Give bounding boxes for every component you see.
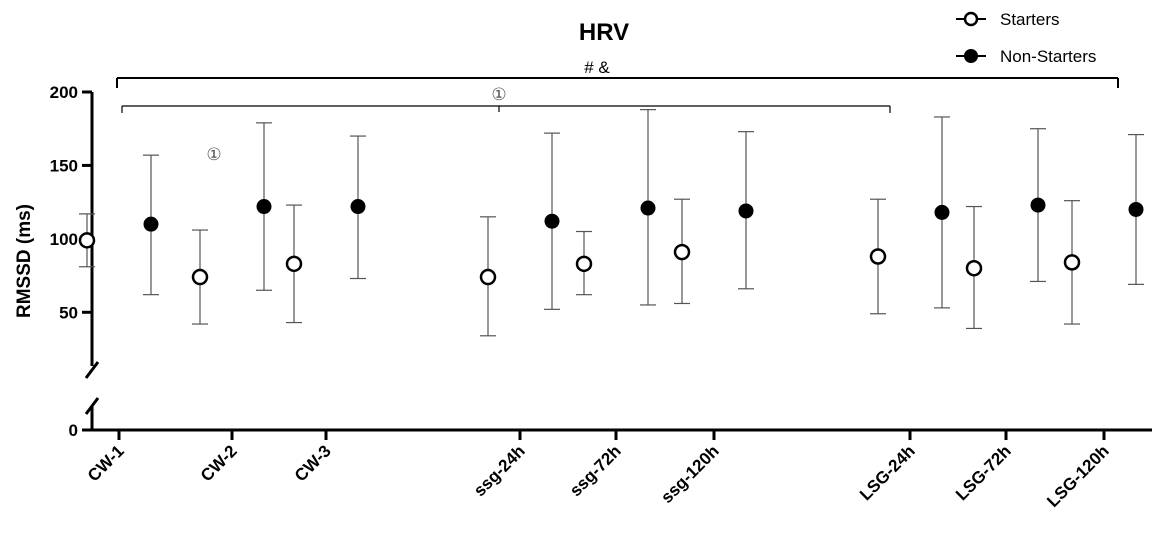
legend-item-starters: Starters [956, 10, 1060, 29]
point-non-starters [934, 204, 950, 220]
y-tick-label: 0 [69, 421, 78, 440]
bracket-inner-label: ① [491, 85, 506, 105]
point-starters [285, 255, 303, 273]
point-starters [575, 255, 593, 273]
x-tick-label: CW-1 [84, 441, 128, 485]
x-tick-label: ssg-120h [657, 441, 723, 507]
point-non-starters [1128, 201, 1144, 217]
bracket-outer-label: # & [584, 58, 610, 77]
x-tick-label: CW-3 [291, 441, 335, 485]
point-starters [78, 232, 96, 249]
point-starters [1063, 254, 1081, 271]
point-starters [965, 259, 983, 277]
cw2-annotation-label: ① [206, 145, 221, 165]
point-non-starters [738, 203, 754, 219]
y-tick-label: 100 [50, 230, 78, 249]
x-tick-label: ssg-24h [470, 441, 529, 500]
x-tick-label: LSG-24h [856, 441, 919, 504]
point-starters [191, 268, 209, 286]
legend-label-non-starters: Non-Starters [1000, 47, 1096, 66]
point-non-starters [544, 213, 560, 229]
chart-title: HRV [579, 19, 629, 46]
y-tick-label: 200 [50, 83, 78, 102]
y-tick-label: 50 [59, 303, 78, 322]
data-marks [78, 109, 1144, 337]
point-starters [479, 268, 497, 286]
x-tick-label: LSG-120h [1043, 441, 1113, 511]
point-non-starters [1030, 197, 1046, 213]
x-tick-label: CW-2 [197, 441, 241, 485]
point-non-starters [350, 199, 366, 215]
y-axis-break-mark-upper [84, 361, 100, 379]
point-non-starters [640, 200, 656, 216]
point-starters [869, 248, 887, 265]
legend-item-non-starters: Non-Starters [956, 47, 1096, 66]
x-tick-label: LSG-72h [952, 441, 1015, 504]
legend-marker-starters [963, 11, 979, 27]
axes: 0 50 100 150 200 RMSSD (ms) CW-1 CW-2 CW-3 ssg-24… [14, 83, 1152, 511]
legend: Starters Non-Starters [956, 10, 1096, 66]
y-tick-label: 150 [50, 156, 78, 175]
point-non-starters [143, 216, 159, 232]
point-starters [673, 243, 691, 261]
legend-label-starters: Starters [1000, 10, 1060, 29]
annotations: # & ① ① [116, 58, 1119, 165]
y-axis-label: RMSSD (ms) [14, 204, 35, 318]
x-tick-label: ssg-72h [566, 441, 625, 500]
legend-marker-non-starters [964, 49, 978, 63]
point-non-starters [256, 199, 272, 215]
